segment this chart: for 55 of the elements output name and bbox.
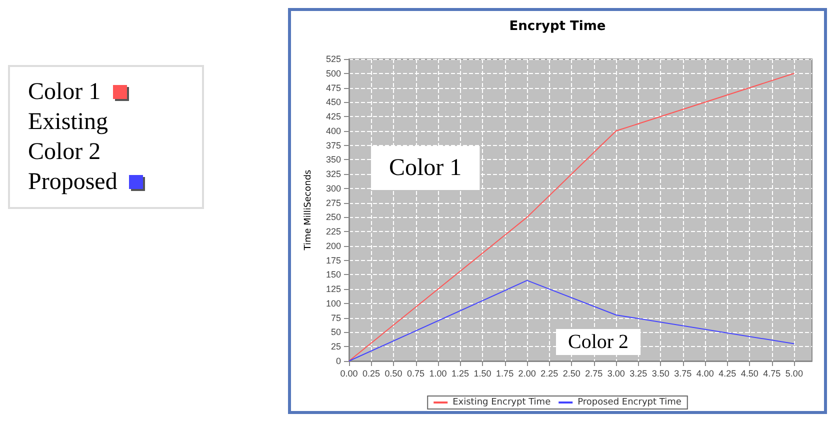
text: Color 1 — [28, 78, 102, 107]
x-tick-label: 4.50 — [740, 368, 758, 378]
y-tick-label: 175 — [326, 255, 341, 266]
annotation: Color 1 — [389, 155, 462, 181]
x-tick-label: 1.75 — [496, 368, 514, 378]
y-tick-label: 75 — [330, 312, 341, 323]
x-tick-label: 0.25 — [362, 368, 380, 378]
x-tick-label: 2.75 — [585, 368, 603, 378]
chart-title: Encrypt Time — [509, 19, 606, 34]
line-series — [348, 280, 795, 362]
y-tick-label: 100 — [326, 298, 341, 308]
y-tick-label: 500 — [326, 68, 341, 78]
y-tick-label: 400 — [326, 126, 341, 136]
x-tick-label: 2.25 — [540, 368, 558, 378]
y-tick-label: 275 — [326, 198, 341, 208]
y-tick-label: 150 — [326, 270, 341, 280]
x-tick-label: 3.00 — [607, 368, 625, 378]
x-tick-label: 0.50 — [384, 368, 402, 378]
y-tick-label: 0 — [336, 356, 341, 366]
y-tick-label: 300 — [326, 183, 341, 194]
y-axis-title: Time MilliSeconds — [304, 169, 314, 252]
legend-label: Proposed Encrypt Time — [578, 398, 682, 408]
x-tick-label: 2.00 — [518, 368, 536, 378]
text: Proposed — [28, 168, 118, 197]
annotation: Color 2 — [568, 331, 629, 353]
line-series — [348, 72, 795, 362]
x-tick-label: 1.00 — [429, 368, 447, 378]
y-tick-label: 50 — [330, 327, 341, 338]
x-tick-label: 3.25 — [630, 368, 648, 378]
y-tick-label: 450 — [326, 97, 341, 108]
y-tick-label: 425 — [326, 112, 341, 122]
y-tick-label: 350 — [326, 154, 341, 165]
y-tick-label: 325 — [326, 169, 341, 180]
y-tick-label: 250 — [326, 212, 341, 222]
x-tick-label: 3.75 — [674, 368, 692, 378]
y-tick-label: 525 — [326, 54, 341, 64]
y-tick-label: 225 — [326, 226, 341, 237]
text: Color 2 — [28, 138, 102, 167]
x-tick-label: 4.75 — [763, 368, 781, 378]
x-tick-label: 2.50 — [562, 368, 580, 378]
x-tick-label: 1.25 — [452, 368, 470, 378]
text: Existing — [28, 108, 110, 137]
y-tick-label: 200 — [326, 240, 341, 251]
y-tick-label: 475 — [326, 82, 341, 93]
legend-label: Existing Encrypt Time — [452, 398, 552, 408]
x-tick-label: 0.75 — [407, 368, 425, 378]
x-tick-label: 4.00 — [696, 368, 714, 378]
y-tick-label: 375 — [326, 140, 341, 150]
y-tick-label: 125 — [326, 284, 341, 294]
x-tick-label: 3.50 — [652, 368, 670, 378]
x-tick-label: 5.00 — [785, 368, 803, 378]
x-tick-label: 4.25 — [718, 368, 736, 378]
x-tick-label: 1.50 — [474, 368, 492, 378]
x-tick-label: 0.00 — [340, 368, 358, 378]
y-tick-label: 25 — [330, 342, 341, 352]
